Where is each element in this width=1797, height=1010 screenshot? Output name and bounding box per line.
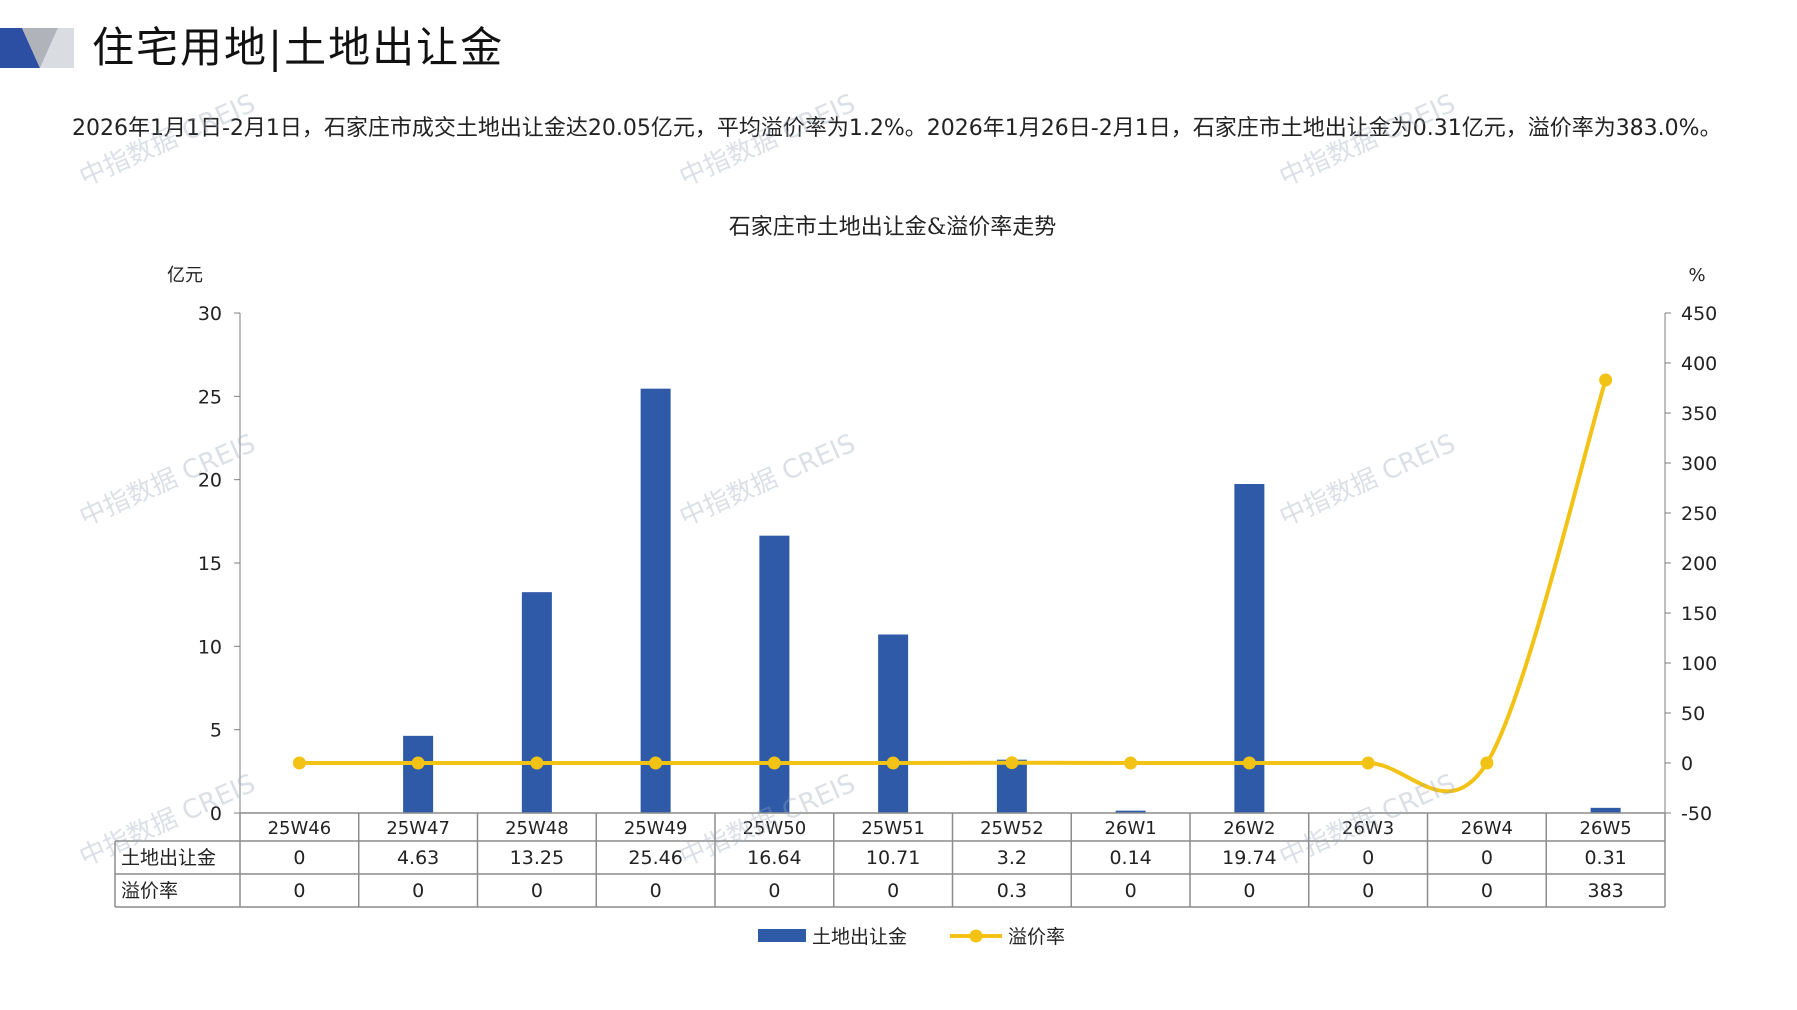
x-tick-label: 26W2	[1223, 818, 1275, 839]
data-label: 0	[1481, 880, 1493, 902]
data-label: 0	[1125, 880, 1137, 902]
y-left-tick-label: 30	[198, 303, 222, 325]
line-point	[292, 756, 306, 770]
y-right-tick-label: 450	[1681, 303, 1717, 325]
legend-label: 溢价率	[1008, 926, 1065, 948]
header-logo-icon	[0, 28, 74, 68]
line-point	[411, 756, 425, 770]
line-point	[1480, 756, 1494, 770]
y-left-unit-label: 亿元	[167, 265, 203, 286]
line-point	[767, 756, 781, 770]
summary-text: 2026年1月1日-2月1日，石家庄市成交土地出让金达20.05亿元，平均溢价率…	[72, 116, 1722, 141]
x-tick-label: 25W48	[505, 818, 569, 839]
series-line-premium-rate	[299, 379, 1608, 794]
line-point	[649, 756, 663, 770]
y-right-tick-label: 50	[1681, 703, 1705, 725]
data-label: 0	[1481, 847, 1493, 869]
y-right-tick-label: 250	[1681, 503, 1717, 525]
chart-title: 石家庄市土地出让金&溢价率走势	[729, 215, 1057, 240]
y-right-unit-label: %	[1688, 265, 1705, 286]
y-right-tick-label: -50	[1681, 803, 1712, 825]
bar	[759, 535, 790, 813]
table-row-header: 土地出让金	[121, 847, 216, 869]
x-tick-label: 25W49	[624, 818, 688, 839]
data-label: 0.3	[997, 880, 1027, 902]
data-label: 0	[1243, 880, 1255, 902]
y-left-tick-label: 15	[198, 553, 222, 575]
x-tick-label: 25W50	[743, 818, 807, 839]
x-tick-label: 25W52	[980, 818, 1044, 839]
y-right-tick-label: 300	[1681, 453, 1717, 475]
bar	[640, 388, 671, 813]
legend-swatch-marker	[969, 929, 983, 943]
line-point	[1242, 756, 1256, 770]
data-label: 383	[1587, 880, 1623, 902]
bar	[1115, 810, 1146, 813]
data-label: 0	[887, 880, 899, 902]
line-point	[530, 756, 544, 770]
y-right-tick-label: 100	[1681, 653, 1717, 675]
bar	[521, 592, 552, 813]
table-row-header: 溢价率	[121, 880, 178, 902]
data-label: 0	[1362, 847, 1374, 869]
bar	[403, 735, 434, 813]
y-right-tick-label: 150	[1681, 603, 1717, 625]
y-right-tick-label: 200	[1681, 553, 1717, 575]
data-label: 16.64	[747, 847, 801, 869]
x-tick-label: 26W4	[1461, 818, 1513, 839]
data-label: 13.25	[510, 847, 564, 869]
page-header: 住宅用地|土地出让金	[0, 22, 1797, 74]
data-label: 0.14	[1109, 847, 1151, 869]
line-point	[1599, 373, 1613, 387]
data-label: 25.46	[628, 847, 682, 869]
bar	[1590, 807, 1621, 813]
data-label: 0	[531, 880, 543, 902]
y-left-tick-label: 0	[210, 803, 222, 825]
x-tick-label: 25W51	[861, 818, 925, 839]
y-left-tick-label: 10	[198, 636, 222, 658]
data-label: 19.74	[1222, 847, 1276, 869]
page-title: 住宅用地|土地出让金	[92, 23, 505, 72]
data-label: 3.2	[997, 847, 1027, 869]
data-label: 0	[412, 880, 424, 902]
y-left-tick-label: 25	[198, 386, 222, 408]
x-tick-label: 25W47	[386, 818, 450, 839]
y-left-tick-label: 5	[210, 720, 222, 742]
line-point	[886, 756, 900, 770]
y-right-tick-label: 400	[1681, 353, 1717, 375]
y-left-tick-label: 20	[198, 470, 222, 492]
data-label: 0	[293, 880, 305, 902]
line-point	[1005, 756, 1019, 770]
bar	[878, 634, 909, 813]
x-tick-label: 26W1	[1105, 818, 1157, 839]
data-label: 0	[1362, 880, 1374, 902]
line-point	[1361, 756, 1375, 770]
x-tick-label: 25W46	[268, 818, 332, 839]
y-right-tick-label: 350	[1681, 403, 1717, 425]
legend-label: 土地出让金	[812, 926, 907, 948]
data-label: 10.71	[866, 847, 920, 869]
x-tick-label: 26W3	[1342, 818, 1394, 839]
legend-swatch-bar	[758, 929, 806, 942]
line-point	[1124, 756, 1138, 770]
data-label: 0.31	[1584, 847, 1626, 869]
x-tick-label: 26W5	[1580, 818, 1632, 839]
data-label: 4.63	[397, 847, 439, 869]
data-label: 0	[293, 847, 305, 869]
data-label: 0	[650, 880, 662, 902]
data-label: 0	[768, 880, 780, 902]
y-right-tick-label: 0	[1681, 753, 1693, 775]
